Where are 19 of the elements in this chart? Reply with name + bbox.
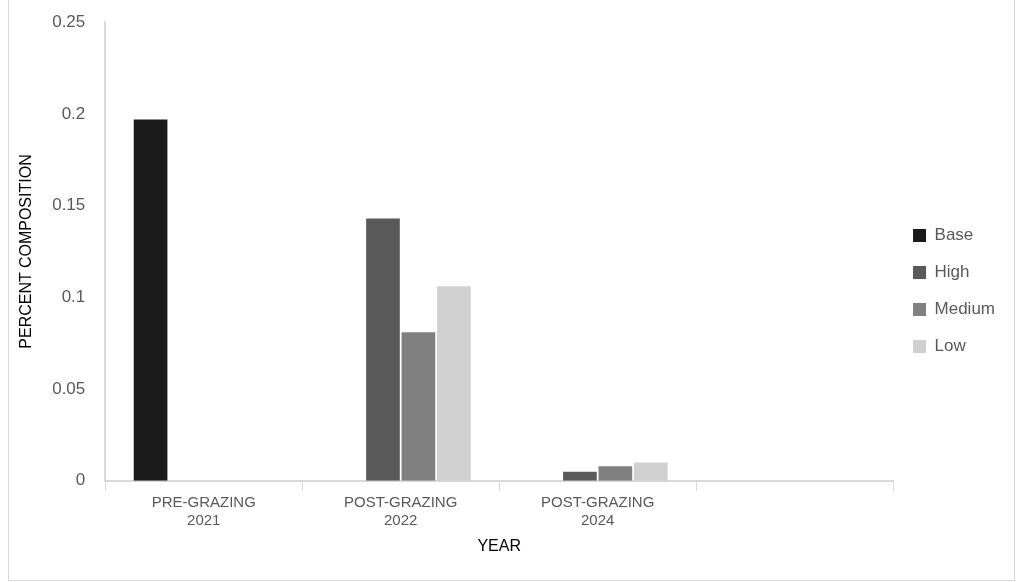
bar <box>598 466 633 481</box>
bar <box>401 332 436 481</box>
y-tick-label: 0.25 <box>52 11 86 31</box>
legend-label: Low <box>934 336 967 356</box>
legend-label: High <box>934 262 970 282</box>
y-tick-label: 0.15 <box>52 195 86 215</box>
bar <box>133 119 168 481</box>
y-tick-label: 0.2 <box>61 103 86 123</box>
y-axis-title: PERCENT COMPOSITION <box>17 154 35 349</box>
y-tick-label: 0.1 <box>61 287 86 307</box>
bar <box>366 218 400 481</box>
x-tick-label: PRE-GRAZING 2021 <box>151 492 256 528</box>
x-tick-label: POST-GRAZING 2022 <box>344 492 458 528</box>
legend-label: Medium <box>934 299 996 319</box>
x-tick-label: POST-GRAZING 2024 <box>540 492 655 528</box>
legend-label: Base <box>934 225 974 245</box>
x-axis-title: YEAR <box>477 536 521 554</box>
y-tick-label: 0 <box>75 470 86 490</box>
y-tick-label: 0.05 <box>52 378 86 398</box>
